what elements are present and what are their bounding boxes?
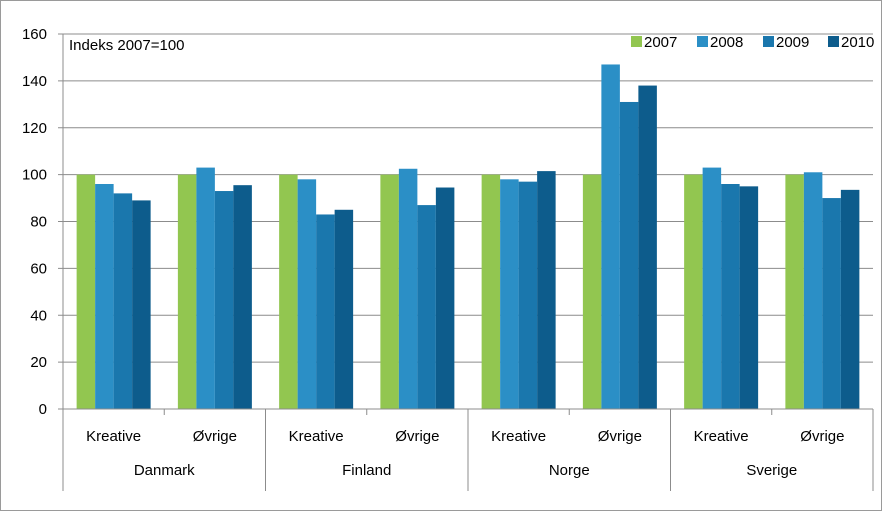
legend-label-2010: 2010 <box>841 34 874 51</box>
x-group-label: Danmark <box>134 462 195 479</box>
x-category-label: Kreative <box>289 428 344 445</box>
bar-2007-4 <box>380 174 399 409</box>
y-tick-label: 60 <box>30 260 47 277</box>
x-category-label: Kreative <box>86 428 141 445</box>
bar-2009-5 <box>518 181 538 409</box>
bar-2008-7 <box>702 167 722 409</box>
legend-label-2009: 2009 <box>776 34 809 51</box>
x-group-label: Sverige <box>746 462 797 479</box>
x-category-label: Øvrige <box>598 428 642 445</box>
bar-2008-8 <box>803 172 823 409</box>
y-tick-label: 140 <box>22 73 47 90</box>
bar-2009-6 <box>619 101 639 409</box>
x-group-label: Finland <box>342 462 391 479</box>
bar-2010-2 <box>233 185 252 409</box>
y-tick-label: 20 <box>30 354 47 371</box>
x-category-label: Øvrige <box>193 428 237 445</box>
x-category-label: Øvrige <box>395 428 439 445</box>
legend-swatch-2008 <box>697 36 708 47</box>
bar-2009-8 <box>822 198 841 409</box>
bar-2010-4 <box>435 187 455 409</box>
bar-2007-1 <box>76 174 96 409</box>
index-annotation: Indeks 2007=100 <box>69 37 185 54</box>
y-tick-label: 40 <box>30 307 47 324</box>
legend-swatch-2007 <box>631 36 642 47</box>
legend-label-2008: 2008 <box>710 34 743 51</box>
bar-2010-5 <box>537 171 556 409</box>
bar-2007-7 <box>684 174 703 409</box>
legend: 2007 2008 2009 2010 <box>631 34 874 51</box>
bar-2010-7 <box>739 186 759 409</box>
y-tick-label: 160 <box>22 26 47 43</box>
bar-2009-1 <box>113 193 133 409</box>
bar-2009-3 <box>316 214 335 409</box>
bar-2008-2 <box>196 167 215 409</box>
bar-2007-3 <box>279 174 298 409</box>
bar-2010-3 <box>334 209 354 409</box>
legend-swatch-2009 <box>763 36 774 47</box>
y-tick-label: 100 <box>22 167 47 184</box>
bar-2008-6 <box>601 64 620 409</box>
y-tick-label: 120 <box>22 120 47 137</box>
bar-2010-6 <box>638 85 657 409</box>
bar-2007-6 <box>582 174 602 409</box>
bar-2009-2 <box>214 191 234 409</box>
x-category-label: Kreative <box>694 428 749 445</box>
legend-label-2007: 2007 <box>644 34 677 51</box>
x-category-label: Øvrige <box>800 428 844 445</box>
bar-2008-3 <box>297 179 317 409</box>
bar-2008-5 <box>500 179 519 409</box>
x-group-label: Norge <box>549 462 590 479</box>
bar-2007-5 <box>481 174 501 409</box>
y-tick-label: 0 <box>39 401 47 418</box>
y-tick-label: 80 <box>30 214 47 231</box>
bar-2008-1 <box>95 184 114 409</box>
bar-2010-8 <box>840 189 860 409</box>
bar-2009-7 <box>721 184 740 409</box>
bar-2007-2 <box>177 174 197 409</box>
bars <box>76 64 860 409</box>
legend-swatch-2010 <box>828 36 839 47</box>
bar-2007-8 <box>785 174 804 409</box>
axes: 0 20 40 60 80 100 120 140 160 Kreative Øvrige Kreat… <box>22 26 874 491</box>
bar-2008-4 <box>398 168 418 409</box>
x-category-label: Kreative <box>491 428 546 445</box>
bar-2010-1 <box>132 200 151 409</box>
bar-2009-4 <box>417 205 436 409</box>
